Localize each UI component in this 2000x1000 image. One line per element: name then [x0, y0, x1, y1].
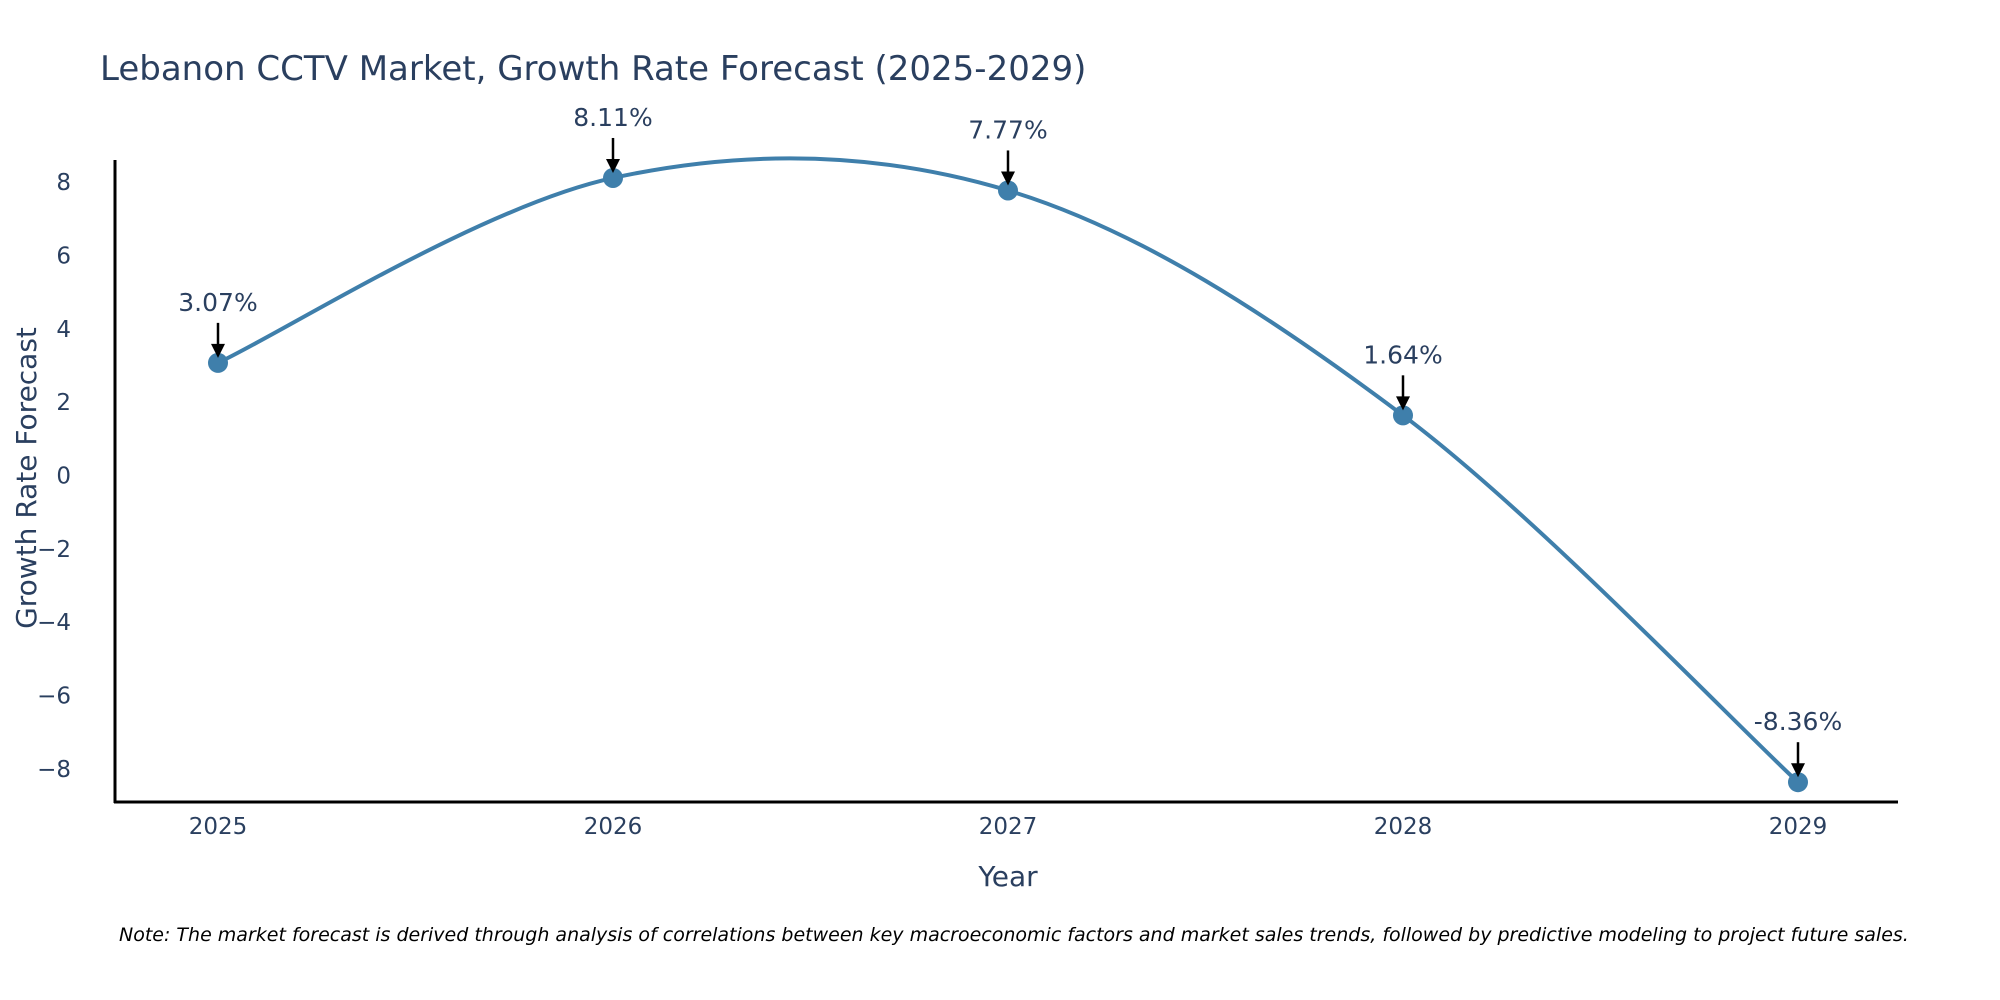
axes [113, 160, 1898, 804]
y-tick-label: −8 [37, 757, 71, 783]
data-point-2029 [1788, 772, 1808, 793]
data-point-2028 [1393, 405, 1413, 426]
y-tick-label: −4 [37, 610, 71, 636]
data-label: 7.77% [968, 115, 1047, 144]
y-axis-ticks: 8 6 4 2 0 −2 −4 −6 −8 [37, 170, 71, 783]
series-line-layer [216, 156, 1800, 785]
y-axis-title: Growth Rate Forecast [10, 327, 43, 629]
footnote: Note: The market forecast is derived thr… [119, 924, 1909, 946]
x-axis-title: Year [977, 860, 1038, 893]
data-point-2026 [603, 167, 623, 188]
data-point-2025 [208, 352, 228, 373]
annotation-arrow-head [606, 158, 620, 173]
x-tick-label: 2025 [189, 814, 248, 840]
y-tick-label: 4 [56, 317, 71, 343]
data-label: 8.11% [573, 103, 652, 132]
data-annotations: 3.07% 8.11% 7.77% 1.64% -8.36% [178, 103, 1842, 778]
y-tick-label: 2 [56, 390, 71, 416]
annotation-arrow-head [1001, 171, 1015, 186]
series-line [216, 156, 1800, 785]
x-axis-ticks: 2025 2026 2027 2028 2029 [189, 814, 1828, 840]
annotation-2029: -8.36% [1754, 707, 1842, 778]
y-tick-label: 8 [56, 170, 71, 196]
data-label: 3.07% [178, 288, 257, 317]
series-markers [208, 167, 1808, 793]
annotation-2026: 8.11% [573, 103, 653, 173]
annotation-2027: 7.77% [968, 115, 1048, 186]
y-tick-label: 0 [56, 463, 71, 489]
data-point-2027 [998, 180, 1018, 201]
annotation-2025: 3.07% [178, 288, 258, 358]
x-tick-label: 2026 [584, 814, 643, 840]
annotation-arrow-head [1396, 396, 1410, 411]
data-label: 1.64% [1363, 340, 1442, 369]
x-tick-label: 2027 [979, 814, 1038, 840]
x-tick-label: 2028 [1374, 814, 1433, 840]
annotation-arrow-head [1791, 763, 1805, 778]
y-tick-label: 6 [56, 243, 71, 269]
chart-title: Lebanon CCTV Market, Growth Rate Forecas… [100, 49, 1086, 89]
data-label: -8.36% [1754, 707, 1842, 736]
y-tick-label: −6 [37, 684, 71, 710]
annotation-arrow-head [211, 343, 225, 358]
y-tick-label: −2 [37, 537, 71, 563]
annotation-2028: 1.64% [1363, 340, 1443, 411]
x-tick-label: 2029 [1769, 814, 1828, 840]
